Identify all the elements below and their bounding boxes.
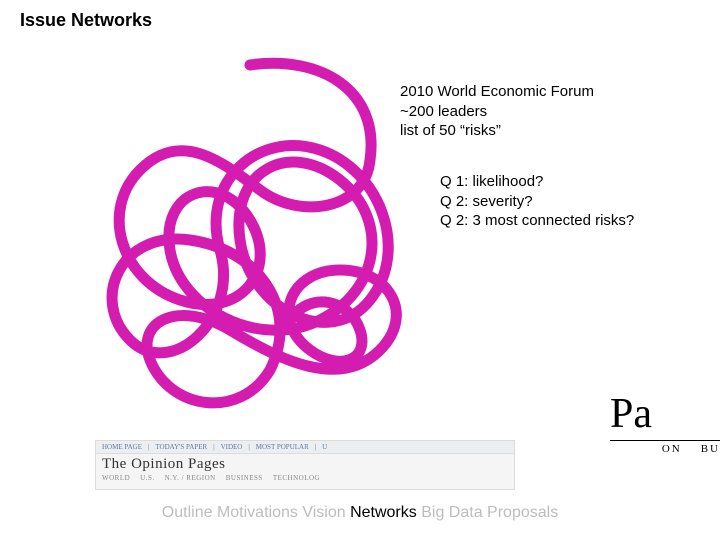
clip-submenu: WORLD U.S. N.Y. / REGION BUSINESS TECHNO… bbox=[96, 473, 514, 483]
clip-menu-item: VIDEO bbox=[221, 443, 243, 451]
network-scribble-graphic bbox=[70, 50, 450, 430]
info-line: ~200 leaders bbox=[400, 102, 594, 122]
question-line: Q 1: likelihood? bbox=[440, 172, 634, 192]
clip-menu-item: TODAY'S PAPER bbox=[155, 443, 207, 451]
clip-submenu-item: U.S. bbox=[140, 474, 154, 482]
clip-menu: HOME PAGE | TODAY'S PAPER | VIDEO | MOST… bbox=[96, 441, 514, 454]
slide-title: Issue Networks bbox=[20, 10, 152, 31]
footer-nav-item: Outline bbox=[162, 504, 213, 521]
side-clip-small-text: ON BU bbox=[610, 443, 720, 455]
clip-submenu-item: TECHNOLOG bbox=[273, 474, 320, 482]
side-clip-divider bbox=[610, 440, 720, 441]
footer-nav-item: Vision bbox=[302, 504, 345, 521]
info-line: 2010 World Economic Forum bbox=[400, 82, 594, 102]
footer-nav-item: Motivations bbox=[217, 504, 298, 521]
newspaper-clip-graphic: HOME PAGE | TODAY'S PAPER | VIDEO | MOST… bbox=[95, 440, 515, 490]
footer-nav-item-active: Networks bbox=[350, 504, 417, 521]
info-block-forum: 2010 World Economic Forum ~200 leaders l… bbox=[400, 82, 594, 141]
clip-submenu-item: BUSINESS bbox=[226, 474, 263, 482]
clip-submenu-item: WORLD bbox=[102, 474, 130, 482]
clip-headline: The Opinion Pages bbox=[96, 454, 514, 473]
clip-menu-item: MOST POPULAR bbox=[256, 443, 309, 451]
footer-nav-item: Proposals bbox=[487, 504, 558, 521]
footer-nav: Outline Motivations Vision Networks Big … bbox=[0, 504, 720, 522]
footer-nav-item: Big Data bbox=[421, 504, 482, 521]
question-line: Q 2: 3 most connected risks? bbox=[440, 211, 634, 231]
clip-menu-item: U bbox=[322, 443, 327, 451]
side-clip-graphic: Pa ON BU bbox=[610, 390, 720, 460]
clip-submenu-item: N.Y. / REGION bbox=[165, 474, 216, 482]
info-line: list of 50 “risks” bbox=[400, 121, 594, 141]
question-line: Q 2: severity? bbox=[440, 192, 634, 212]
side-clip-big-text: Pa bbox=[610, 390, 720, 438]
clip-menu-item: HOME PAGE bbox=[102, 443, 142, 451]
info-block-questions: Q 1: likelihood? Q 2: severity? Q 2: 3 m… bbox=[440, 172, 634, 231]
